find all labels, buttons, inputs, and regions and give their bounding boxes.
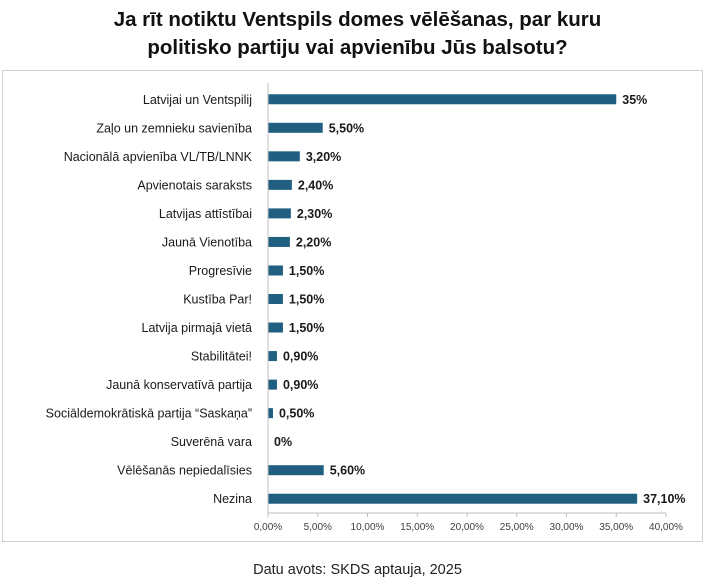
x-tick-label: 5,00%: [304, 522, 332, 533]
bar: [268, 94, 617, 105]
bar: [268, 322, 283, 333]
bar: [268, 179, 292, 190]
chart-title: Ja rīt notiktu Ventspils domes vēlēšanas…: [0, 6, 715, 62]
data-source-note: Datu avots: SKDS aptauja, 2025: [253, 562, 462, 578]
category-label: Apvienotais saraksts: [137, 178, 252, 192]
data-label: 0,90%: [283, 378, 318, 392]
data-label: 0%: [274, 435, 292, 449]
bar-chart: Latvijai un Ventspilij 35% Zaļo un zemniek…: [46, 83, 686, 533]
chart-title-line-1: Ja rīt notiktu Ventspils domes vēlēšanas…: [113, 8, 602, 31]
bar: [268, 351, 277, 362]
chart-frame: [2, 70, 703, 542]
data-label: 0,50%: [279, 407, 314, 421]
category-label: Kustība Par!: [183, 293, 252, 307]
bar: [268, 265, 283, 276]
category-label: Nezina: [213, 492, 252, 506]
category-label: Latvijas attīstībai: [159, 207, 252, 221]
x-tick-label: 15,00%: [400, 522, 434, 533]
category-label: Sociāldemokrātiskā partija “Saskaņa”: [46, 407, 252, 421]
bar: [268, 379, 277, 390]
data-label: 2,30%: [297, 207, 332, 221]
category-label: Vēlēšanās nepiedalīsies: [117, 464, 252, 478]
data-label: 35%: [622, 93, 647, 107]
data-label: 1,50%: [289, 321, 324, 335]
bar: [268, 408, 273, 419]
chart-title-line-2: politisko partiju vai apvienību Jūs bals…: [147, 36, 568, 59]
category-label: Jaunā Vienotība: [162, 235, 252, 249]
data-label: 5,50%: [329, 121, 364, 135]
data-label: 2,40%: [298, 178, 333, 192]
data-label: 37,10%: [643, 492, 685, 506]
data-label: 2,20%: [296, 235, 331, 249]
bar: [268, 465, 324, 476]
category-label: Latvija pirmajā vietā: [142, 321, 253, 335]
x-tick-label: 40,00%: [649, 522, 683, 533]
category-label: Zaļo un zemnieku savienība: [96, 121, 252, 135]
category-label: Nacionālā apvienība VL/TB/LNNK: [64, 150, 253, 164]
data-label: 1,50%: [289, 264, 324, 278]
x-tick-label: 20,00%: [450, 522, 484, 533]
x-tick-label: 30,00%: [550, 522, 584, 533]
x-tick-label: 25,00%: [500, 522, 534, 533]
bar: [268, 493, 638, 504]
data-label: 5,60%: [330, 464, 365, 478]
category-label: Jaunā konservatīvā partija: [106, 378, 252, 392]
x-tick-label: 0,00%: [254, 522, 282, 533]
x-tick-label: 10,00%: [351, 522, 385, 533]
data-label: 3,20%: [306, 150, 341, 164]
bar: [268, 208, 291, 219]
x-tick-label: 35,00%: [599, 522, 633, 533]
category-label: Progresīvie: [189, 264, 252, 278]
bar: [268, 294, 283, 304]
bar: [268, 151, 300, 162]
category-label: Stabilitātei!: [191, 350, 252, 364]
category-label: Suverēnā vara: [171, 435, 252, 449]
bar: [268, 236, 290, 247]
bar: [268, 122, 323, 133]
data-label: 1,50%: [289, 293, 324, 307]
category-label: Latvijai un Ventspilij: [143, 93, 252, 107]
data-label: 0,90%: [283, 350, 318, 364]
